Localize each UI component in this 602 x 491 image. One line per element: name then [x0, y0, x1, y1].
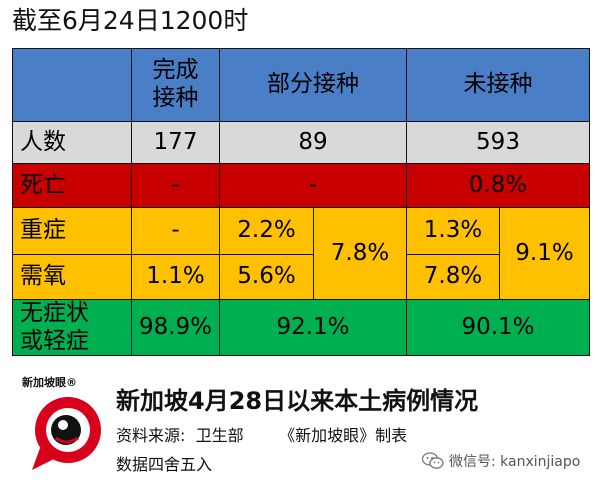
- table-row-count: 人数 177 89 593: [12, 121, 590, 164]
- vaccination-stats-table: 完成 接种 部分接种 未接种 人数 177 89 593 死亡 - - 0.8%…: [12, 48, 590, 357]
- cell-severe-full: -: [131, 207, 220, 255]
- cell-mild-none: 90.1%: [406, 298, 590, 357]
- cell-combined-none: 9.1%: [499, 207, 590, 300]
- cell-death-full: -: [131, 163, 220, 208]
- cell-severe-none: 1.3%: [406, 207, 500, 255]
- table-header-row: 完成 接种 部分接种 未接种: [12, 48, 590, 122]
- date-heading: 截至6月24日1200时: [12, 6, 249, 35]
- cell-combined-partial: 7.8%: [313, 207, 407, 300]
- table-row-death: 死亡 - - 0.8%: [12, 163, 590, 208]
- table-row-oxygen: 需氧 1.1% 5.6% 7.8%: [12, 254, 590, 300]
- col-fully-vaccinated: 完成 接种: [131, 48, 220, 122]
- cell-oxygen-none: 7.8%: [406, 254, 500, 300]
- cell-count-full: 177: [131, 121, 220, 164]
- footer-title: 新加坡4月28日以来本土病例情况: [116, 387, 479, 415]
- cell-oxygen-full: 1.1%: [131, 254, 220, 300]
- row-label-oxygen: 需氧: [12, 254, 132, 300]
- wechat-badge: 微信号: kanxinjiapo: [422, 451, 580, 471]
- col-partially-vaccinated: 部分接种: [219, 48, 407, 122]
- cell-oxygen-partial: 5.6%: [219, 254, 314, 300]
- wechat-icon: [422, 452, 444, 469]
- col-unvaccinated: 未接种: [406, 48, 590, 122]
- row-label-death: 死亡: [12, 163, 132, 208]
- cell-death-partial: -: [219, 163, 407, 208]
- row-label-mild: 无症状 或轻症: [12, 298, 132, 357]
- row-label-severe: 重症: [12, 207, 132, 255]
- cell-mild-partial: 92.1%: [219, 298, 407, 357]
- wechat-id: 微信号: kanxinjiapo: [449, 454, 581, 470]
- table-row-mild: 无症状 或轻症 98.9% 92.1% 90.1%: [12, 298, 590, 357]
- logo-caption: 新加坡眼®: [22, 376, 77, 389]
- row-label-count: 人数: [12, 121, 132, 164]
- corner-cell: [12, 48, 132, 122]
- cell-death-none: 0.8%: [406, 163, 590, 208]
- table-row-severe: 重症 - 2.2% 7.8% 1.3% 9.1%: [12, 207, 590, 300]
- red-speech-bubble-eye-logo-icon: [32, 397, 101, 470]
- cell-count-none: 593: [406, 121, 590, 164]
- cell-count-partial: 89: [219, 121, 407, 164]
- footer-source: 资料来源: 卫生部 《新加坡眼》制表: [116, 426, 408, 445]
- cell-mild-full: 98.9%: [131, 298, 220, 357]
- footer-rounding-note: 数据四舍五入: [116, 455, 213, 474]
- cell-severe-partial: 2.2%: [219, 207, 314, 255]
